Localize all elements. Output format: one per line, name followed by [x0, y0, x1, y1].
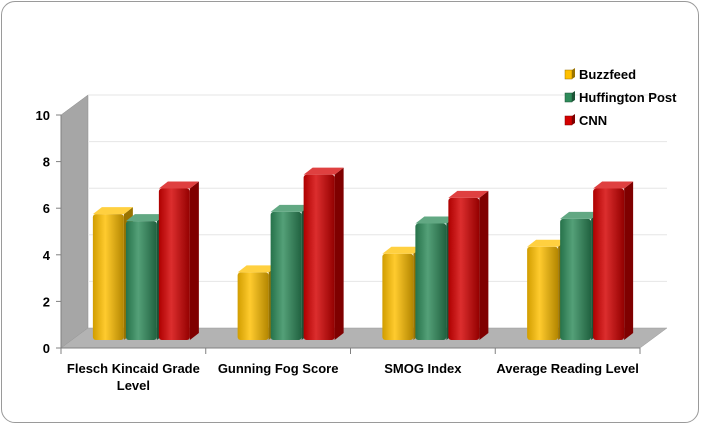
y-tick-label: 6: [43, 201, 50, 216]
bar-front: [125, 221, 157, 340]
bar-top: [560, 211, 601, 219]
legend-swatch-side: [572, 114, 575, 125]
x-tick-label: SMOG Index: [384, 361, 462, 376]
bar: [593, 181, 634, 340]
bar-front: [415, 223, 447, 340]
chart-bars: [92, 167, 634, 340]
bar: [303, 167, 344, 340]
x-axis: Flesch Kincaid Grade Level Gunning Fog Sco…: [60, 347, 641, 393]
y-tick-label: 2: [43, 294, 50, 309]
bar-top: [92, 207, 133, 215]
legend-item: CNN: [564, 113, 607, 128]
bar-top: [415, 216, 456, 224]
legend: Buzzfeed Huffington Post CNN: [564, 67, 677, 128]
legend-swatch-side: [572, 68, 575, 79]
legend-label: Buzzfeed: [579, 67, 636, 82]
bar-front: [593, 188, 625, 340]
legend-item: Buzzfeed: [564, 67, 636, 82]
x-tick-label: Flesch Kincaid Grade Level: [67, 361, 200, 393]
bar-front: [158, 188, 190, 340]
legend-swatch: [564, 115, 573, 126]
bar-front: [270, 211, 302, 340]
bar-top: [303, 167, 344, 175]
y-tick-label: 8: [43, 155, 50, 170]
chart-svg: 0 2 4 6 8 10 Flesch Kincaid Grade Level Gunning…: [36, 67, 678, 393]
y-tick-label: 10: [36, 108, 50, 123]
bar-top: [593, 181, 634, 189]
bar-top: [158, 181, 199, 189]
bar-side: [479, 190, 489, 340]
bar-top: [237, 265, 278, 273]
chart-frame: 0 2 4 6 8 10 Flesch Kincaid Grade Level Gunning…: [1, 1, 699, 423]
bar-front: [237, 272, 269, 340]
legend-swatch-side: [572, 91, 575, 102]
side-wall: [60, 94, 89, 349]
bar-top: [527, 239, 568, 247]
bar-side: [334, 167, 344, 340]
x-tick-label: Average Reading Level: [496, 361, 639, 376]
bar-top: [270, 204, 311, 212]
bar-side: [189, 181, 199, 340]
legend-swatch: [564, 92, 573, 103]
bar: [158, 181, 199, 340]
legend-swatch: [564, 69, 573, 80]
bar-front: [560, 218, 592, 340]
bar-side: [624, 181, 634, 340]
bar: [448, 190, 489, 340]
y-tick-label: 0: [43, 341, 50, 356]
bar-front: [303, 174, 335, 340]
bar-front: [382, 253, 414, 340]
legend-label: CNN: [579, 113, 607, 128]
y-axis: 0 2 4 6 8 10: [36, 108, 62, 356]
bar-front: [92, 214, 124, 340]
legend-item: Huffington Post: [564, 90, 677, 105]
x-tick-label: Gunning Fog Score: [218, 361, 339, 376]
bar-top: [448, 190, 489, 198]
bar-top: [382, 246, 423, 254]
y-tick-label: 4: [43, 248, 51, 263]
bar-front: [527, 246, 559, 340]
bar-top: [125, 214, 166, 222]
bar-front: [448, 197, 480, 340]
legend-label: Huffington Post: [579, 90, 677, 105]
